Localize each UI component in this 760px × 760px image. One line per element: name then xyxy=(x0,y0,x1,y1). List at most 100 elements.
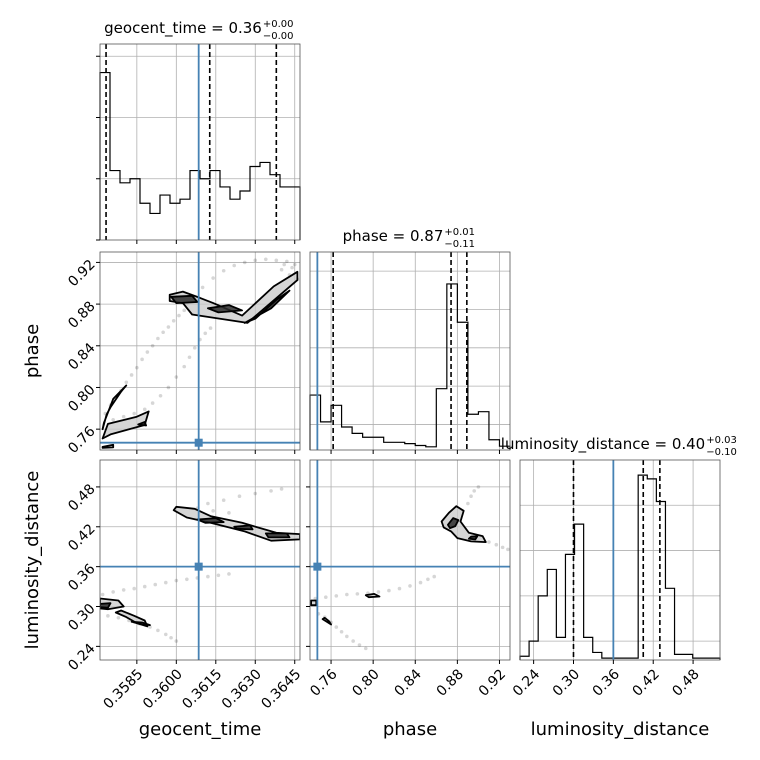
sample-point xyxy=(203,331,208,336)
title-lower: −0.10 xyxy=(706,447,737,458)
sample-point xyxy=(432,574,437,579)
y-tick-label: 0.88 xyxy=(65,298,98,331)
sample-point xyxy=(208,326,213,330)
sample-point xyxy=(476,485,481,489)
contour-inner xyxy=(446,517,460,529)
sample-point xyxy=(111,417,115,422)
x-tick-label: 0.84 xyxy=(392,666,425,699)
sample-point xyxy=(282,262,287,267)
sample-point xyxy=(466,501,470,506)
sample-point xyxy=(206,574,210,579)
sample-point xyxy=(418,580,423,585)
y-tick-label: 0.48 xyxy=(65,481,98,514)
sample-point xyxy=(216,573,221,578)
sample-point xyxy=(156,628,160,633)
sample-point xyxy=(227,572,231,576)
sample-point xyxy=(221,268,226,273)
sample-point xyxy=(334,594,339,598)
sample-point xyxy=(290,265,294,270)
hist-panel-phase: phase = 0.87 +0.01−0.11 xyxy=(309,227,511,451)
panel-title-luminosity_distance: luminosity_distance = 0.40 +0.03−0.10 xyxy=(501,435,737,458)
histogram-phase xyxy=(309,283,511,450)
x-tick-label: 0.48 xyxy=(669,666,702,699)
panel-title-phase: phase = 0.87 +0.01−0.11 xyxy=(343,227,475,250)
sample-point xyxy=(156,336,160,341)
y-tick-label: 0.36 xyxy=(65,561,98,594)
sample-point xyxy=(285,259,289,264)
x-axis-label: geocent_time xyxy=(139,719,262,740)
contour-outer xyxy=(101,443,115,449)
axes-frame xyxy=(309,251,511,451)
sample-point xyxy=(279,267,284,272)
x-tick-label: 0.80 xyxy=(349,666,382,699)
sample-point xyxy=(237,494,242,499)
sample-point xyxy=(494,542,499,547)
contour-outer xyxy=(364,593,381,599)
sample-point xyxy=(279,487,284,491)
panel-luminosity_distance-vs-geocent_time xyxy=(99,459,301,661)
sample-point xyxy=(345,592,349,597)
sample-point xyxy=(211,276,215,280)
y-tick-label: 0.76 xyxy=(65,423,98,456)
sample-point xyxy=(221,498,226,502)
contour-inner xyxy=(243,289,291,324)
sample-point xyxy=(345,634,349,639)
contour-inner xyxy=(137,420,148,427)
contour-outer xyxy=(310,599,318,607)
truth-marker xyxy=(194,562,203,571)
sample-point xyxy=(158,394,163,398)
sample-point xyxy=(132,586,137,591)
x-tick-label: 0.76 xyxy=(307,666,340,699)
y-tick-label: 0.84 xyxy=(65,340,98,373)
sample-point xyxy=(292,262,297,267)
sample-point xyxy=(376,590,381,594)
sample-point xyxy=(150,343,155,348)
truth-marker xyxy=(194,438,203,447)
y-tick-label: 0.30 xyxy=(65,601,98,634)
sample-point xyxy=(500,545,505,550)
y-tick-label: 0.24 xyxy=(65,641,98,674)
hist-panel-luminosity_distance: luminosity_distance = 0.40 +0.03−0.10 xyxy=(501,435,737,661)
x-tick-label: 0.36 xyxy=(590,666,623,699)
panel-phase-vs-geocent_time xyxy=(99,251,301,451)
sample-point xyxy=(174,578,179,583)
sample-point xyxy=(182,308,187,313)
contour-outer xyxy=(168,270,299,324)
title-main: geocent_time = 0.36 xyxy=(104,19,262,38)
x-tick-label: 0.3630 xyxy=(219,666,265,712)
panel-content xyxy=(100,252,300,450)
panel-luminosity_distance-vs-phase xyxy=(309,459,511,661)
x-tick-label: 0.3600 xyxy=(140,666,186,712)
sample-point xyxy=(185,577,189,582)
sample-point xyxy=(355,592,360,596)
sample-point xyxy=(161,330,165,335)
sample-point xyxy=(177,313,181,318)
sample-point xyxy=(253,491,258,496)
y-tick-label: 0.92 xyxy=(65,257,98,290)
sample-point xyxy=(323,595,328,600)
histogram-luminosity_distance xyxy=(519,474,721,660)
sample-point xyxy=(166,325,171,329)
sample-point xyxy=(232,263,237,268)
hist-panel-geocent_time: geocent_time = 0.36 +0.00−0.00 xyxy=(99,19,301,241)
sample-point xyxy=(182,364,187,369)
sample-point xyxy=(148,625,152,629)
x-tick-label: 0.3585 xyxy=(100,666,146,712)
axes-frame xyxy=(99,459,301,661)
title-main: luminosity_distance = 0.40 xyxy=(501,435,705,454)
sample-point xyxy=(116,616,121,620)
truth-marker xyxy=(313,562,322,571)
sample-point xyxy=(506,547,510,552)
y-axis-label: phase xyxy=(22,324,43,378)
sample-point xyxy=(100,592,105,597)
contour-inner xyxy=(264,532,291,539)
contour-inner xyxy=(467,535,479,541)
contour-outer xyxy=(440,505,487,543)
sample-point xyxy=(163,632,168,637)
x-tick-label: 0.3615 xyxy=(179,666,225,712)
contour-inner xyxy=(233,524,254,531)
sample-point xyxy=(142,407,147,412)
contour-outer xyxy=(101,384,128,431)
sample-point xyxy=(242,260,247,265)
